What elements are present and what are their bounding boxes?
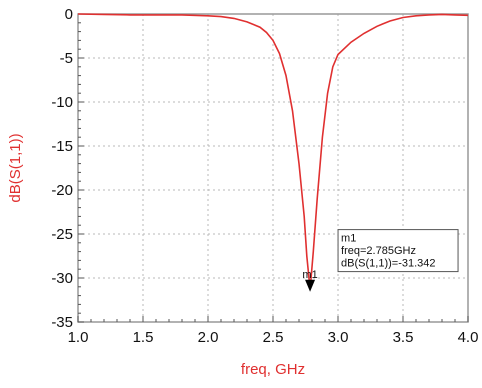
x-tick-label: 3.5 <box>393 329 414 346</box>
y-tick-label: -15 <box>51 138 73 155</box>
y-tick-label: -25 <box>51 226 73 243</box>
x-tick-labels: 1.0 1.5 2.0 2.5 3.0 3.5 4.0 <box>68 329 479 346</box>
y-tick-label: -35 <box>51 314 73 331</box>
marker-id-label: m1 <box>302 269 317 281</box>
x-tick-label: 1.5 <box>133 329 154 346</box>
y-tick-label: -20 <box>51 182 73 199</box>
y-tick-label: -5 <box>60 50 73 67</box>
x-tick-label: 2.0 <box>198 329 219 346</box>
marker-readout-freq: freq=2.785GHz <box>341 245 416 257</box>
marker-m1: m1 m1 freq=2.785GHz dB(S(1,1))=-31.342 <box>302 230 458 292</box>
grid <box>78 14 468 322</box>
y-tick-label: -30 <box>51 270 73 287</box>
y-axis-label: dB(S(1,1)) <box>7 133 24 202</box>
marker-readout-value: dB(S(1,1))=-31.342 <box>341 258 435 270</box>
y-tick-label: 0 <box>65 6 73 23</box>
x-tick-label: 4.0 <box>458 329 479 346</box>
y-tick-label: -10 <box>51 94 73 111</box>
x-tick-label: 2.5 <box>263 329 284 346</box>
y-tick-labels: 0 -5 -10 -15 -20 -25 -30 -35 <box>51 6 73 331</box>
marker-readout-title: m1 <box>341 233 356 245</box>
x-tick-label: 1.0 <box>68 329 89 346</box>
marker-arrow-icon <box>305 280 315 292</box>
x-axis-label: freq, GHz <box>241 361 305 378</box>
x-tick-label: 3.0 <box>328 329 349 346</box>
